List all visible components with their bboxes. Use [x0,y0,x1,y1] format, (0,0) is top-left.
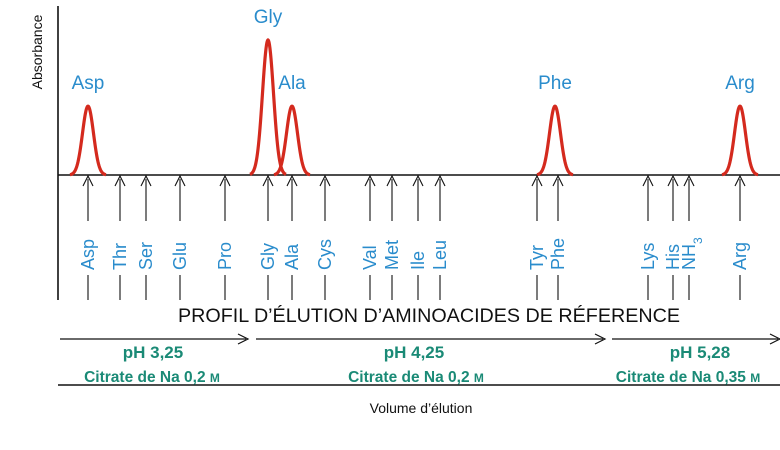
ph-arrows [60,333,780,345]
marker-label-leu: Leu [430,240,450,270]
marker-label-cys: Cys [315,239,335,270]
chart-title: PROFIL D’ÉLUTION D’AMINOACIDES DE RÉFERE… [178,306,680,327]
marker-arrowhead-val [364,174,376,187]
y-axis-title: Absorbance [29,14,45,89]
marker-arrowhead-nh3 [683,174,695,187]
peak-label-ala: Ala [278,73,306,94]
marker-arrowhead-ile [412,174,424,187]
marker-arrowhead-gly [262,174,274,187]
buffer-unit-3: M [750,371,760,385]
marker-label-arg: Arg [730,242,750,270]
peak-phe [535,104,575,177]
peak-label-gly: Gly [254,7,283,28]
buffer-conc-2: 0,2 [448,369,470,386]
peak-ala [272,104,312,177]
marker-label-val: Val [360,245,380,270]
marker-label-pro: Pro [215,242,235,270]
marker-label-asp: Asp [78,239,98,270]
marker-arrowhead-ser [140,174,152,187]
marker-label-his: His [663,244,683,270]
ph-arrow-1-head [237,333,250,345]
ph-arrow-2-head [594,333,607,345]
marker-label-glu: Glu [170,242,190,270]
buffer-conc-3: 0,35 [716,369,747,386]
ph-label-3: pH 5,28 [670,343,730,362]
buffer-label-1: Citrate de Na 0,2 M [84,369,220,386]
buffer-name-1: Citrate de Na [84,369,180,386]
marker-arrowhead-ala [286,174,298,187]
marker-arrowhead-arg [734,174,746,187]
peak-series: Asp Gly Ala Phe Arg [68,7,760,177]
peak-label-asp: Asp [72,73,105,94]
marker-arrowhead-glu [174,174,186,187]
marker-label-thr: Thr [110,243,130,270]
marker-arrowhead-met [386,174,398,187]
buffer-conc-1: 0,2 [184,369,206,386]
ph-arrow-3-head [769,333,780,345]
marker-label-nh3: NH3 [679,237,705,270]
marker-label-ser: Ser [136,242,156,270]
peak-gly [248,38,288,176]
marker-label-tyr: Tyr [527,245,547,270]
buffer-label-2: Citrate de Na 0,2 M [348,369,484,386]
marker-arrowhead-leu [434,174,446,187]
buffer-labels: pH 3,25 Citrate de Na 0,2 M pH 4,25 Citr… [84,343,760,386]
reference-markers: Asp Thr Ser Glu Pro Gly Ala Cys Val Met Ile Leu Tyr P… [78,174,750,300]
buffer-label-3: Citrate de Na 0,35 M [616,369,760,386]
marker-arrowhead-lys [642,174,654,187]
ph-label-1: pH 3,25 [123,343,183,362]
marker-label-met: Met [382,240,402,270]
marker-label-lys: Lys [638,243,658,270]
buffer-unit-1: M [210,371,220,385]
marker-label-phe: Phe [548,238,568,270]
marker-label-ala: Ala [282,243,302,270]
peak-label-phe: Phe [538,73,572,94]
peak-label-arg: Arg [725,73,755,94]
buffer-unit-2: M [474,371,484,385]
buffer-name-3: Citrate de Na [616,369,712,386]
marker-arrowhead-his [667,174,679,187]
ph-label-2: pH 4,25 [384,343,444,362]
peak-asp [68,104,108,177]
buffer-name-2: Citrate de Na [348,369,444,386]
x-axis-title: Volume d’élution [370,400,473,416]
marker-arrowhead-pro [219,174,231,187]
marker-arrowhead-phe [552,174,564,187]
marker-arrowhead-asp [82,174,94,187]
marker-arrowhead-thr [114,174,126,187]
marker-label-gly: Gly [258,243,278,270]
peak-arg [720,104,760,177]
marker-arrowhead-cys [319,174,331,187]
marker-arrowhead-tyr [531,174,543,187]
marker-label-ile: Ile [408,251,428,270]
